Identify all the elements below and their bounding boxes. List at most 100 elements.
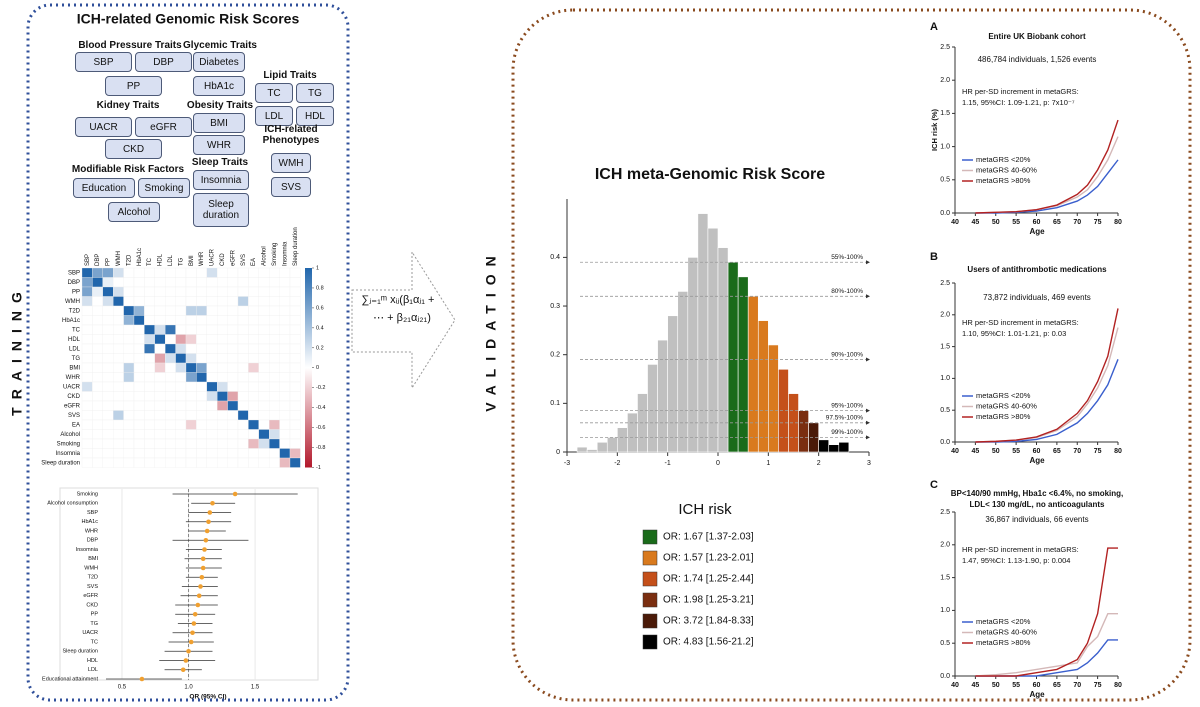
heat-cell (289, 277, 301, 288)
heat-cell (123, 343, 135, 354)
heat-cell (81, 429, 93, 440)
forest-label: CKD (86, 602, 98, 608)
heat-cell (154, 391, 166, 402)
y-tick-label: 0.0 (940, 210, 950, 217)
row-label: BMI (69, 365, 80, 371)
heat-cell (269, 296, 280, 307)
heat-cell (133, 438, 145, 449)
heat-cell (258, 410, 270, 421)
heat-cell (206, 286, 218, 297)
heat-cell (289, 448, 301, 459)
heat-cell (102, 438, 114, 449)
heat-cell (102, 286, 114, 297)
heat-cell (133, 277, 145, 288)
heat-cell (237, 324, 249, 335)
y-tick-label: 1.0 (940, 375, 950, 382)
row-label: WHR (66, 375, 81, 381)
row-label: TG (72, 356, 81, 362)
heat-cell (227, 324, 239, 335)
heat-cell (269, 429, 280, 440)
heat-cell (237, 419, 249, 430)
heat-cell (248, 410, 259, 421)
validation-panel (511, 8, 1192, 702)
x-tick-label: 70 (1073, 448, 1081, 455)
heat-cell (237, 457, 249, 468)
threshold-label: 97.5%-100% (826, 415, 863, 422)
histogram-bar (757, 320, 769, 453)
legend-label: OR: 1.57 [1.23-2.01] (663, 553, 754, 564)
hr-text: 1.15, 95%CI: 1.09-1.21, p: 7x10⁻⁷ (962, 98, 1075, 107)
col-label: SVS (241, 254, 247, 266)
histogram-bar (828, 444, 840, 453)
x-tick-label: 40 (951, 682, 959, 689)
forest-label: SBP (87, 510, 98, 516)
arrow (351, 250, 456, 390)
heat-cell (185, 457, 197, 468)
trait-box: WHR (193, 135, 245, 155)
x-tick-label: 60 (1033, 448, 1041, 455)
heat-cell (102, 381, 114, 392)
heat-cell (258, 457, 270, 468)
heat-cell (123, 410, 135, 421)
heat-cell (165, 381, 176, 392)
heat-cell (269, 334, 280, 345)
legend-label: OR: 1.67 [1.37-2.03] (663, 532, 754, 543)
heat-cell (237, 353, 249, 364)
km-title: LDL< 130 mg/dL, no anticoagulants (970, 500, 1105, 509)
heat-cell (81, 410, 93, 421)
heat-cell (196, 324, 207, 335)
y-tick-label: 0.5 (940, 407, 950, 414)
heat-cell (144, 391, 155, 402)
y-tick-label: 1.5 (940, 343, 950, 350)
heat-cell (248, 305, 259, 316)
legend-label: metaGRS <20% (976, 617, 1031, 626)
legend-label: metaGRS 40-60% (976, 401, 1037, 410)
heat-cell (165, 448, 176, 459)
x-tick-label: 40 (951, 219, 959, 226)
heat-cell (133, 334, 145, 345)
heat-cell (289, 400, 301, 411)
heat-cell (144, 324, 155, 335)
trait-box: Alcohol (108, 202, 160, 222)
heat-cell (289, 391, 301, 402)
heat-cell (206, 353, 218, 364)
histogram-title: ICH meta-Genomic Risk Score (595, 166, 825, 183)
trait-box: LDL (255, 106, 293, 126)
threshold-label: 55%-100% (831, 254, 863, 261)
col-label: HDL (158, 253, 164, 266)
heat-cell (123, 372, 135, 383)
km-title: Entire UK Biobank cohort (988, 32, 1086, 41)
colorbar-label: 1 (316, 265, 319, 271)
histogram-bar (576, 446, 588, 453)
heat-cell (248, 429, 259, 440)
heat-cell (144, 305, 155, 316)
x-tick-label: 70 (1073, 219, 1081, 226)
x-tick-label: 45 (971, 682, 979, 689)
heat-cell (144, 334, 155, 345)
heat-cell (217, 267, 228, 278)
heat-cell (154, 381, 166, 392)
heat-cell (144, 362, 155, 373)
x-tick-label: 80 (1114, 448, 1122, 455)
heat-cell (206, 343, 218, 354)
heat-cell (175, 334, 187, 345)
y-tick-label: 0.4 (550, 254, 560, 261)
heat-cell (206, 305, 218, 316)
panel-letter: C (930, 479, 938, 491)
trait-box: DBP (135, 52, 192, 72)
col-label: DBP (95, 254, 101, 266)
heat-cell (248, 372, 259, 383)
heat-cell (227, 381, 239, 392)
col-label: T2D (126, 254, 132, 266)
heat-cell (102, 343, 114, 354)
heat-cell (133, 267, 145, 278)
heat-cell (269, 419, 280, 430)
heat-cell (123, 334, 135, 345)
heat-cell (133, 372, 145, 383)
colorbar-label: 0.6 (316, 305, 324, 311)
heat-cell (289, 296, 301, 307)
heat-cell (175, 315, 187, 326)
forest-label: SVS (87, 584, 98, 590)
or-point (200, 556, 206, 562)
forest-label: TG (90, 621, 98, 627)
